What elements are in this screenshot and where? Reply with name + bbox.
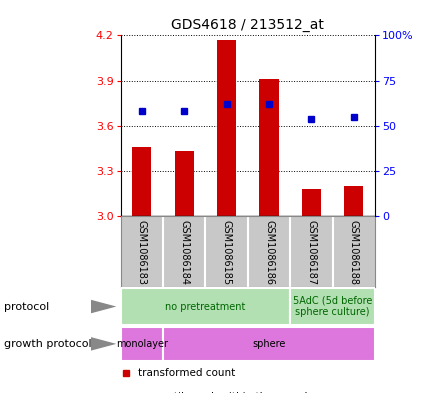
Bar [217, 40, 236, 216]
Bar [174, 151, 194, 216]
Text: protocol: protocol [4, 301, 49, 312]
Bar [132, 147, 151, 216]
Bar [344, 186, 362, 216]
Text: transformed count: transformed count [138, 368, 235, 378]
Text: GSM1086187: GSM1086187 [306, 220, 316, 285]
Text: GSM1086183: GSM1086183 [137, 220, 147, 285]
Polygon shape [90, 337, 116, 351]
Text: GSM1086186: GSM1086186 [264, 220, 273, 285]
Text: monolayer: monolayer [116, 339, 167, 349]
Text: 5AdC (5d before
sphere culture): 5AdC (5d before sphere culture) [292, 296, 372, 317]
Text: GSM1086185: GSM1086185 [221, 220, 231, 285]
Text: sphere: sphere [252, 339, 285, 349]
Bar [289, 288, 374, 325]
Title: GDS4618 / 213512_at: GDS4618 / 213512_at [171, 18, 323, 31]
Polygon shape [90, 299, 116, 313]
Bar [301, 189, 320, 216]
Text: percentile rank within the sample: percentile rank within the sample [138, 392, 313, 393]
Bar [259, 79, 278, 216]
Bar [120, 288, 289, 325]
Bar [120, 327, 163, 361]
Text: GSM1086184: GSM1086184 [179, 220, 189, 285]
Text: GSM1086188: GSM1086188 [348, 220, 358, 285]
Text: no pretreatment: no pretreatment [165, 301, 245, 312]
Text: growth protocol: growth protocol [4, 339, 92, 349]
Bar [163, 327, 374, 361]
